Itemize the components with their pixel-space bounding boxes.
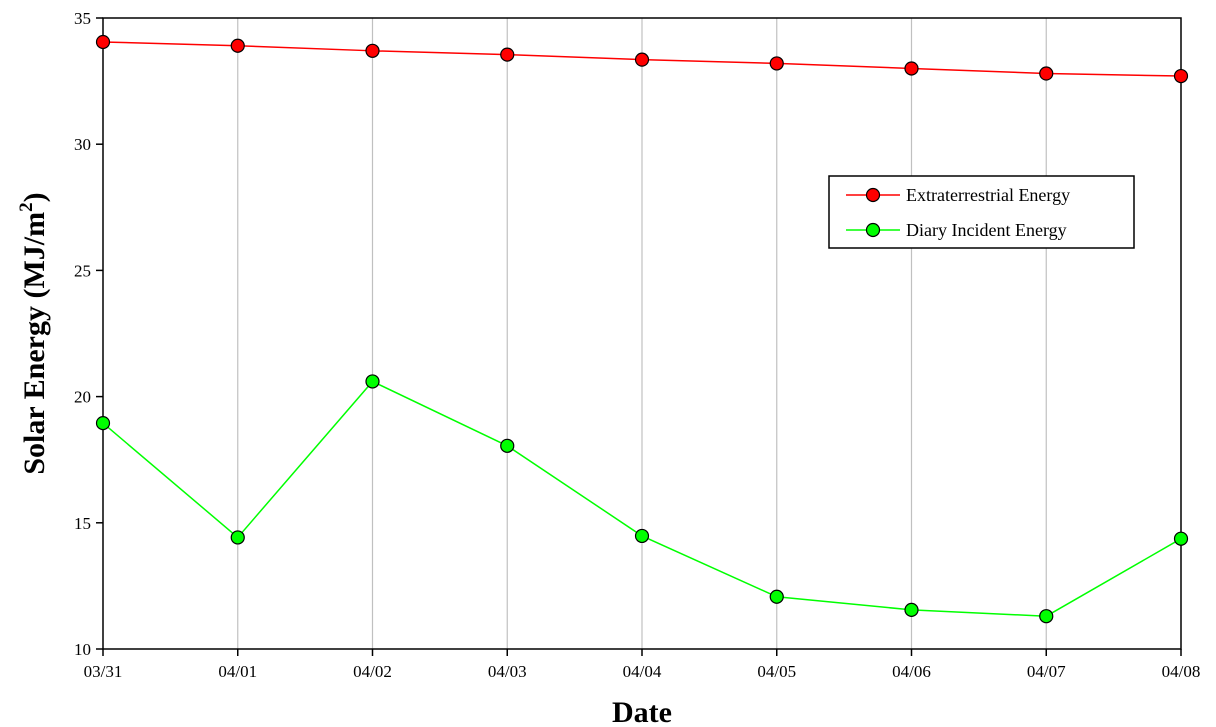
y-tick-label: 30 xyxy=(74,135,91,154)
series-extraterrestrial xyxy=(95,34,1189,84)
data-point xyxy=(500,438,515,453)
data-point xyxy=(95,34,111,50)
data-point xyxy=(365,374,380,389)
data-point xyxy=(230,530,245,545)
data-point xyxy=(634,52,650,67)
y-axis-title-main: Solar Energy (MJ/m xyxy=(18,212,51,475)
legend-label-extraterrestrial: Extraterrestrial Energy xyxy=(906,185,1070,205)
y-axis-title-close: ) xyxy=(18,192,51,202)
data-point xyxy=(1173,531,1189,546)
series-incident xyxy=(95,374,1189,624)
y-axis-title: Solar Energy (MJ/m2) xyxy=(16,192,51,474)
y-tick-label: 20 xyxy=(74,388,91,407)
y-tick-label: 15 xyxy=(74,514,91,533)
data-point xyxy=(1039,66,1054,81)
legend-item-incident: Diary Incident Energy xyxy=(846,220,1067,240)
data-point xyxy=(1039,609,1054,624)
legend-box xyxy=(828,175,1135,249)
x-tick-label: 04/03 xyxy=(488,662,527,681)
y-tick-label: 35 xyxy=(74,9,91,28)
legend-marker-extraterrestrial xyxy=(865,187,881,203)
y-tick-label: 10 xyxy=(74,640,91,659)
data-point xyxy=(769,56,784,71)
data-point xyxy=(904,602,919,617)
grid-lines xyxy=(237,18,1047,649)
x-tick-label: 04/06 xyxy=(892,662,931,681)
x-tick-label: 04/02 xyxy=(353,662,392,681)
x-tick-label: 04/05 xyxy=(757,662,796,681)
data-point xyxy=(634,528,650,544)
x-tick-label: 04/01 xyxy=(218,662,257,681)
data-point xyxy=(365,43,380,58)
legend-label-incident: Diary Incident Energy xyxy=(906,220,1067,240)
x-axis-ticks: 03/31 04/01 04/02 04/03 04/04 04/05 04/06 04/07… xyxy=(84,649,1201,681)
data-point xyxy=(1173,68,1189,84)
x-tick-label: 04/04 xyxy=(623,662,662,681)
data-point xyxy=(230,38,245,53)
x-axis-title: Date xyxy=(612,696,672,727)
data-point xyxy=(904,61,919,76)
x-tick-label: 04/08 xyxy=(1162,662,1201,681)
series-group xyxy=(95,34,1189,624)
y-axis-ticks: 10 15 20 25 30 35 xyxy=(74,9,103,659)
data-point xyxy=(769,589,784,604)
y-axis-title-superscript: 2 xyxy=(16,202,37,212)
legend: Extraterrestrial Energy Diary Incident E… xyxy=(828,175,1135,249)
x-tick-label: 04/07 xyxy=(1027,662,1066,681)
legend-marker-incident xyxy=(865,222,881,238)
data-point xyxy=(500,47,515,62)
x-tick-label: 03/31 xyxy=(84,662,123,681)
legend-item-extraterrestrial: Extraterrestrial Energy xyxy=(846,185,1070,205)
data-point xyxy=(95,416,111,431)
y-tick-label: 25 xyxy=(74,261,91,280)
